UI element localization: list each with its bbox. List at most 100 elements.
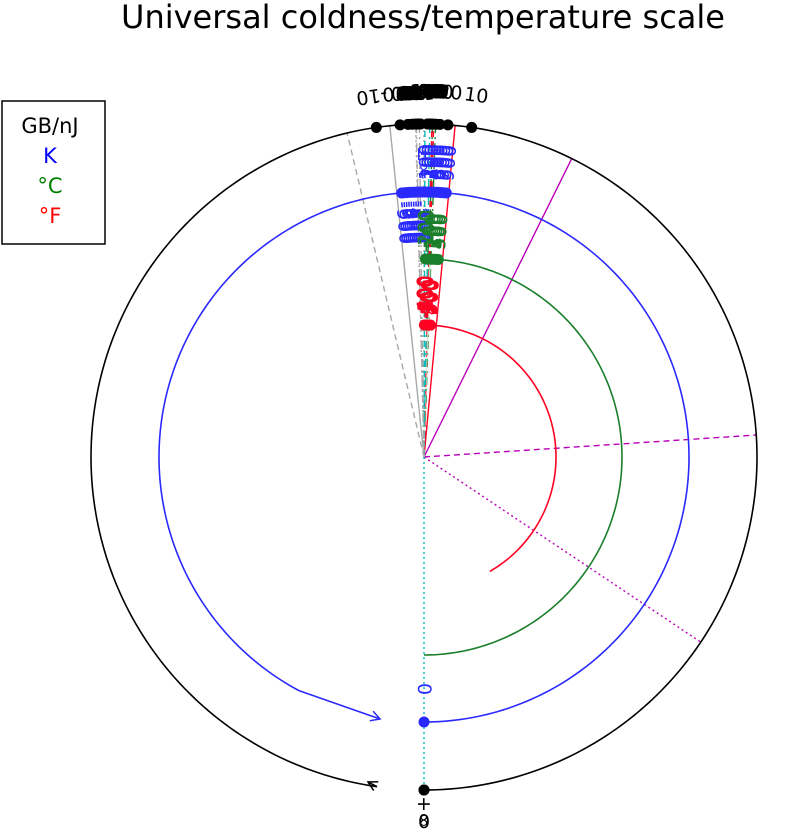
kelvin-tick-label: -600 [399,200,423,244]
kelvin-arrow [298,689,382,722]
kelvin-zero-dot [418,716,430,728]
fahrenheit-tick-label: 0 [417,291,439,304]
coldness-outer-circle [423,123,758,791]
fahrenheit-tick-label: 400 [419,279,443,316]
coldness-tick-label: -120 [398,81,441,104]
celsius-tick-label: 300 [424,213,448,250]
coldness-tick-label: 60 [420,81,445,104]
guide-grey-dashed [346,132,425,458]
coldness-tick-label: 30 [429,81,454,104]
coldness-tick-label: -100 [397,81,440,104]
coldness-tick-dot [370,121,382,133]
kelvin-tick-label: -400 [403,200,427,244]
coldness-tick-label: -40 [395,81,427,104]
coldness-tick-label: 70 [419,81,444,103]
celsius-tick-label: 500 [428,213,453,251]
kelvin-tick-label: -100 [411,200,433,243]
guide-fahrenheit-high [423,125,456,458]
diagram-title: Universal coldness/temperature scale [121,0,725,36]
guide-grey-solid [389,125,425,458]
coldness-tick-label: 90 [418,81,443,103]
coldness-inner-arrow-arc [287,760,378,788]
kelvin-infinity-label: ±∞ [413,146,435,178]
fahrenheit-tick-label: -100 [416,275,439,319]
legend-entry-celsius: °C [37,174,62,198]
guide-cyan-dashed [423,123,426,458]
guide-magenta-dotted [423,456,702,643]
fahrenheit-tick-label: 100 [417,279,440,316]
kelvin-zero-label: 0 [413,683,435,695]
fahrenheit-tick-label: -400 [413,275,435,318]
kelvin-tick-label: 100 [416,144,438,180]
legend-entry-fahrenheit: °F [39,204,62,228]
kelvin-tick-label: -800 [394,200,419,245]
kelvin-tick-label: 600 [429,144,453,181]
coldness-tick-label: 120 [410,81,447,103]
coldness-tick-label: 80 [418,81,443,103]
kelvin-tick-dot [396,187,408,199]
kelvin-tick-label: 200 [418,144,441,181]
legend-entry-coldness: GB/nJ [21,114,78,138]
celsius-arc [423,258,623,656]
celsius-tick-label: 200 [422,213,446,250]
coldness-infinity-label: +∞ [413,796,435,828]
guide-magenta-solid [423,158,573,458]
coldness-tick-label: -50 [398,81,430,104]
coldness-tick-label: 100 [411,81,448,104]
kelvin-tick-label: -300 [406,200,429,244]
fahrenheit-tick-label: 200 [418,279,441,316]
guide-magenta-dashed [423,434,757,458]
kelvin-tick-label: -500 [401,200,425,244]
fahrenheit-tick-label: 500 [420,279,444,316]
fahrenheit-tick-label: -300 [414,275,436,318]
coldness-tick-label: -70 [401,81,432,104]
guide-cyan-dashdot [423,124,431,458]
scale-arcs [90,123,758,791]
coldness-tick-dot [394,119,406,131]
coldness-tick-label: -90 [402,81,433,103]
kelvin-tick-dot [440,187,452,199]
fahrenheit-tick-dot [425,319,437,331]
celsius-tick-label: -100 [416,209,439,252]
kelvin-tick-label: 900 [436,144,461,182]
celsius-liquid-water-wedge [424,259,431,457]
kelvin-tick-label: 300 [421,144,444,181]
coldness-tick-label: 50 [422,81,447,104]
fahrenheit-arc [423,324,557,573]
kelvin-tick-label: -900 [391,200,417,245]
coldness-tick-label: -10 [355,83,389,109]
coldness-arrow [366,780,379,791]
coldness-tick-label: -20 [381,81,414,105]
fahrenheit-tick-label: -200 [415,275,438,318]
coldness-tick-label: -140 [399,81,442,103]
coldness-tick-label: 140 [410,81,446,103]
coldness-infinity-dot [418,784,430,796]
coldness-tick-dot [466,121,478,133]
kelvin-tick-label: 700 [431,144,455,182]
kelvin-arc [158,191,690,723]
celsius-tick-label: -200 [414,209,436,252]
kelvin-tick-label: -200 [408,200,431,244]
coldness-tick-label: 10 [463,83,490,108]
coldness-tick-dot [442,119,454,131]
fahrenheit-tick-label: 300 [419,279,442,316]
kelvin-infinity-dot [418,186,430,198]
celsius-tick-dot [432,254,444,266]
coldness-tick-label: 20 [437,81,463,105]
kelvin-tick-label: -700 [396,200,421,244]
kelvin-tick-label: 800 [434,144,459,182]
coldness-tick-label: 0 [418,811,430,831]
kelvin-tick-label: 400 [423,144,446,181]
coldness-tick-label: -30 [390,81,422,104]
reference-lines [346,123,757,790]
coldness-tick-label: -80 [402,81,433,104]
legend: GB/nJ K °C °F [1,100,106,245]
celsius-tick-label: 400 [426,213,450,251]
celsius-tick-label: 0 [419,225,441,238]
kelvin-tick-label: 500 [426,144,450,181]
coldness-tick-dot [415,118,427,130]
celsius-tick-label: 100 [420,213,443,250]
coldness-tick-label: 40 [425,81,450,104]
legend-box [1,100,106,245]
